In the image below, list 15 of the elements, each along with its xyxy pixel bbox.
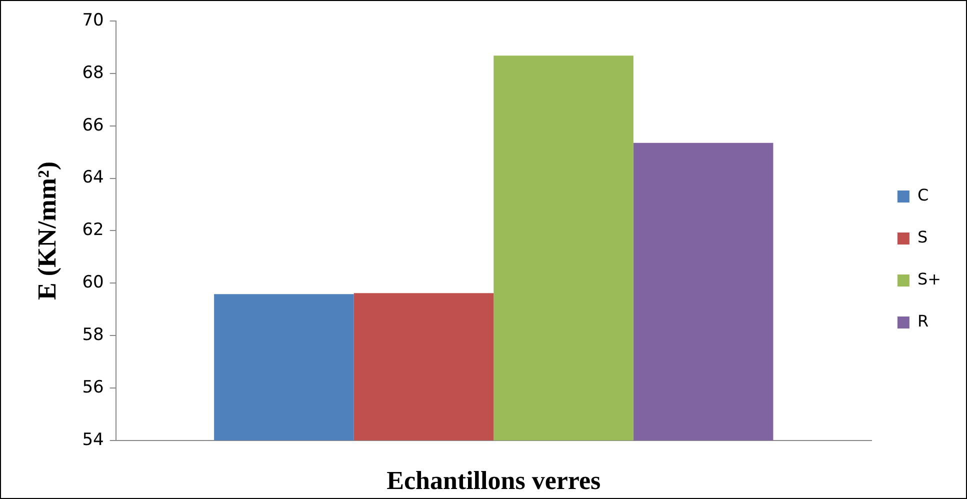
legend-label: C (917, 186, 929, 205)
y-tick-label: 60 (82, 272, 104, 293)
y-tick-label: 58 (82, 324, 104, 345)
y-tick-label: 56 (82, 377, 104, 398)
x-axis-title: Echantillons verres (386, 466, 601, 496)
y-axis-title: E (KN/mm²) (32, 161, 62, 300)
y-tick-label: 70 (82, 10, 104, 30)
y-tick-label: 66 (82, 115, 104, 136)
legend-label: R (917, 312, 929, 331)
y-tick-label: 68 (82, 62, 104, 83)
y-tick-label: 54 (82, 430, 104, 450)
legend-label: S (917, 228, 928, 247)
y-tick-label: 64 (82, 168, 104, 188)
legend-label: S+ (917, 270, 941, 289)
y-tick-label: 62 (82, 220, 104, 240)
